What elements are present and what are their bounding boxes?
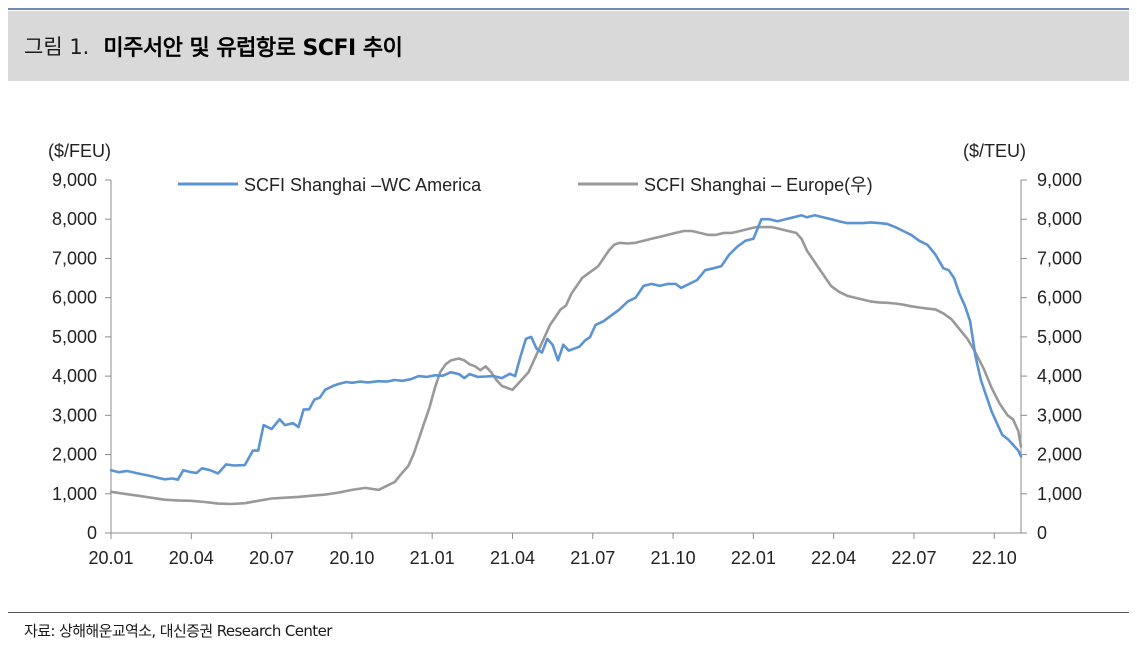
x-tick-label: 22.01 <box>731 548 776 568</box>
legend-label: SCFI Shanghai – Europe(우) <box>644 175 873 195</box>
legend-item-europe: SCFI Shanghai – Europe(우) <box>578 175 873 195</box>
x-tick-label: 21.10 <box>651 548 696 568</box>
right-y-ticks: 0 1,000 2,000 3,000 4,000 5,000 6,000 7,000 8,00… <box>1021 170 1082 543</box>
chart: ($/FEU) ($/TEU) 0 1,000 2,000 3,000 4,000 5,0… <box>48 141 1082 568</box>
legend-label: SCFI Shanghai –WC America <box>244 175 482 195</box>
series-lines <box>109 214 1023 506</box>
figure-label: 그림 1. <box>24 35 90 59</box>
left-y-tick-label: 1,000 <box>52 484 97 504</box>
x-tick-label: 21.04 <box>490 548 535 568</box>
series-line-europe <box>109 225 1023 506</box>
right-y-tick-label: 8,000 <box>1037 209 1082 229</box>
left-y-tick-label: 4,000 <box>52 366 97 386</box>
left-unit-label: ($/FEU) <box>48 141 111 161</box>
right-y-tick-label: 1,000 <box>1037 484 1082 504</box>
right-y-tick-label: 2,000 <box>1037 445 1082 465</box>
right-unit-label: ($/TEU) <box>963 141 1026 161</box>
left-y-ticks: 0 1,000 2,000 3,000 4,000 5,000 6,000 7,000 8,00… <box>52 170 111 543</box>
x-tick-label: 21.01 <box>410 548 455 568</box>
left-y-tick-label: 6,000 <box>52 288 97 308</box>
x-tick-label: 20.01 <box>88 548 133 568</box>
right-y-tick-label: 4,000 <box>1037 366 1082 386</box>
x-tick-label: 20.10 <box>329 548 374 568</box>
right-y-tick-label: 0 <box>1037 523 1047 543</box>
left-y-tick-label: 9,000 <box>52 170 97 190</box>
right-y-tick-label: 6,000 <box>1037 288 1082 308</box>
left-y-tick-label: 0 <box>87 523 97 543</box>
left-y-tick-label: 8,000 <box>52 209 97 229</box>
x-tick-label: 21.07 <box>570 548 615 568</box>
x-tick-label: 20.04 <box>169 548 214 568</box>
figure-header: 그림 1. 미주서안 및 유럽항로 SCFI 추이 <box>8 11 1129 81</box>
right-y-tick-label: 9,000 <box>1037 170 1082 190</box>
x-tick-label: 20.07 <box>249 548 294 568</box>
x-ticks: 20.01 20.04 20.07 20.10 21.01 21.04 21.07 21.10… <box>88 533 1017 568</box>
right-y-tick-label: 3,000 <box>1037 405 1082 425</box>
left-y-tick-label: 5,000 <box>52 327 97 347</box>
series-line-wc-america <box>109 214 1023 482</box>
right-y-tick-label: 5,000 <box>1037 327 1082 347</box>
top-rule <box>8 8 1129 10</box>
left-y-tick-label: 3,000 <box>52 405 97 425</box>
left-y-tick-label: 7,000 <box>52 248 97 268</box>
legend-item-wc-america: SCFI Shanghai –WC America <box>178 175 482 195</box>
right-y-tick-label: 7,000 <box>1037 248 1082 268</box>
x-tick-label: 22.07 <box>891 548 936 568</box>
chart-frame <box>110 180 1022 534</box>
bottom-rule <box>8 612 1129 613</box>
left-y-tick-label: 2,000 <box>52 445 97 465</box>
x-tick-label: 22.10 <box>972 548 1017 568</box>
source-note: 자료: 상해해운교역소, 대신증권 Research Center <box>24 622 332 640</box>
figure-title: 미주서안 및 유럽항로 SCFI 추이 <box>103 36 403 61</box>
x-tick-label: 22.04 <box>811 548 856 568</box>
legend: SCFI Shanghai –WC America SCFI Shanghai –… <box>178 175 873 195</box>
